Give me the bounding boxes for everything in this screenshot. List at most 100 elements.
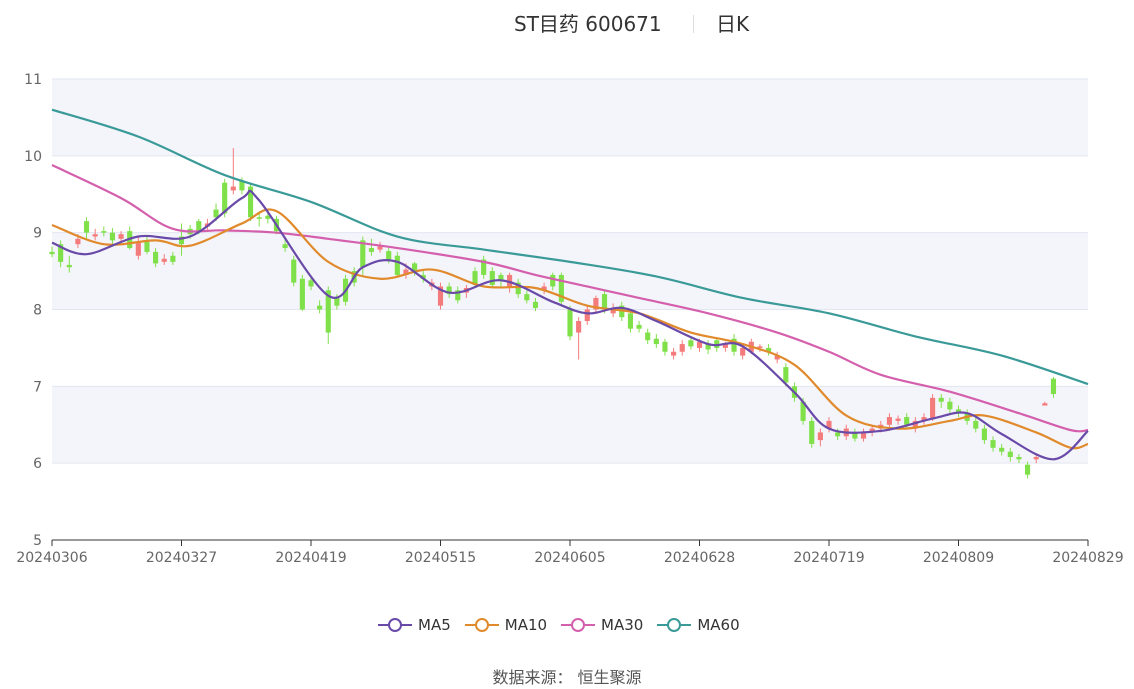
legend-item-ma30[interactable]: MA30 <box>561 616 643 634</box>
candle-body <box>506 274 513 287</box>
legend-ma10-marker <box>464 618 499 632</box>
legend-ma60-label: MA60 <box>697 616 740 634</box>
candle-body <box>653 338 659 345</box>
candle-body <box>860 432 867 439</box>
y-tick-label: 9 <box>33 226 42 242</box>
candle-body <box>550 274 556 287</box>
candle-body <box>1016 457 1022 460</box>
candle-body <box>886 417 893 425</box>
candle-body <box>75 238 81 245</box>
candle-body <box>930 397 936 419</box>
candle-body <box>49 251 55 255</box>
legend-item-ma60[interactable]: MA60 <box>657 616 740 634</box>
candle-body <box>904 417 910 425</box>
candle-body <box>256 217 262 219</box>
candle-body <box>947 401 953 410</box>
candle-body <box>109 232 116 241</box>
legend-ma30-label: MA30 <box>601 616 644 634</box>
candle-body <box>386 251 392 260</box>
candle-body <box>783 367 789 383</box>
candle-body <box>990 440 996 448</box>
candle-body <box>178 236 185 245</box>
candle-body <box>938 397 944 402</box>
candle-body <box>308 280 314 287</box>
candle-body <box>446 286 452 295</box>
y-tick-label: 8 <box>33 303 42 319</box>
candle-body <box>524 294 530 301</box>
ma5-line <box>51 189 1089 461</box>
candle-body <box>394 255 400 275</box>
candle-body <box>955 409 962 414</box>
candle-body <box>809 420 815 444</box>
candle-body <box>83 221 90 233</box>
candle-body <box>852 432 858 439</box>
candle-body <box>757 346 763 348</box>
candle-body <box>437 286 444 306</box>
candle-body <box>688 340 694 347</box>
legend-item-ma5[interactable]: MA5 <box>378 616 451 634</box>
legend-ma60-marker <box>657 618 692 632</box>
y-tick-label: 6 <box>33 456 42 472</box>
candle-body <box>239 180 245 191</box>
candle-body <box>247 186 254 218</box>
candle-body <box>317 305 323 310</box>
candle-body <box>489 271 495 285</box>
candle-body <box>740 347 746 356</box>
candle-body <box>1033 457 1039 460</box>
x-tick-label: 20240809 <box>923 550 994 566</box>
grid-band <box>52 79 1088 156</box>
legend-ma5-marker <box>378 618 412 632</box>
candle-body <box>196 221 202 232</box>
candle-body <box>144 241 150 252</box>
candle-body <box>567 309 573 337</box>
data-source: 数据来源： 恒生聚源 <box>492 668 642 687</box>
candle-body <box>610 307 616 314</box>
y-tick-label: 10 <box>24 149 42 165</box>
ma60-line <box>51 108 1089 386</box>
candle-body <box>481 259 487 275</box>
candle-body <box>912 420 918 429</box>
y-tick-label: 7 <box>33 379 42 395</box>
candle-body <box>66 264 72 268</box>
title-row: ST目药 600671 日K <box>0 8 1134 38</box>
title-separator <box>693 15 694 33</box>
candle-body <box>1007 451 1013 458</box>
ma10-line <box>51 208 1089 450</box>
candle-body <box>498 274 504 281</box>
x-tick-label: 20240515 <box>405 550 476 566</box>
candle-body <box>999 447 1005 452</box>
legend-ma30-marker <box>561 618 596 632</box>
x-tick-label: 20240829 <box>1052 550 1123 566</box>
candle-body <box>645 332 651 341</box>
chart-title: ST目药 600671 <box>514 12 662 36</box>
candle-body <box>153 251 159 264</box>
candle-body <box>722 344 728 348</box>
candle-body <box>774 355 780 360</box>
candle-body <box>558 274 564 302</box>
candle-body <box>826 420 832 429</box>
candle-body <box>593 297 599 310</box>
candle-body <box>765 347 772 352</box>
legend-item-ma10[interactable]: MA10 <box>464 616 548 634</box>
candle-body <box>299 278 305 310</box>
candle-body <box>101 231 107 233</box>
candle-body <box>921 417 927 421</box>
legend: MA5 MA10 MA30 MA60 <box>378 613 740 637</box>
candle-body <box>679 344 685 352</box>
candle-body <box>360 240 366 268</box>
y-tick-label: 5 <box>33 533 42 549</box>
candle-body <box>377 246 383 250</box>
legend-ma10-label: MA10 <box>504 616 548 634</box>
candle-body <box>213 209 219 218</box>
candle-body <box>403 269 409 275</box>
x-tick-label: 20240306 <box>16 550 87 566</box>
candle-body <box>420 274 426 279</box>
candle-body <box>1042 403 1048 406</box>
candle-body <box>981 428 987 441</box>
candle-body <box>291 259 297 283</box>
x-tick-label: 20240719 <box>793 550 864 566</box>
candlestick-chart: 5 6 7 8 9 10 11 20240306 20240327 20240419 2024051… <box>16 72 1123 566</box>
candle-body <box>1024 464 1031 475</box>
candle-body <box>532 301 539 308</box>
candle-body <box>627 313 634 329</box>
